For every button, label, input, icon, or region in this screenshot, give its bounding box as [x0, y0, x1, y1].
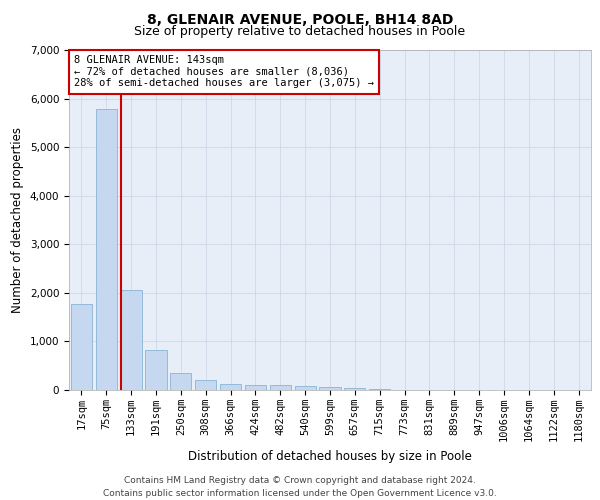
- Bar: [96, 110, 117, 390]
- Bar: [319, 388, 341, 390]
- X-axis label: Distribution of detached houses by size in Poole: Distribution of detached houses by size …: [188, 450, 472, 462]
- Text: Contains HM Land Registry data © Crown copyright and database right 2024.
Contai: Contains HM Land Registry data © Crown c…: [103, 476, 497, 498]
- Y-axis label: Number of detached properties: Number of detached properties: [11, 127, 24, 313]
- Text: Size of property relative to detached houses in Poole: Size of property relative to detached ho…: [134, 25, 466, 38]
- Bar: [270, 386, 291, 390]
- Bar: [145, 350, 167, 390]
- Bar: [71, 304, 92, 390]
- Text: 8, GLENAIR AVENUE, POOLE, BH14 8AD: 8, GLENAIR AVENUE, POOLE, BH14 8AD: [147, 12, 453, 26]
- Bar: [121, 290, 142, 390]
- Bar: [369, 388, 390, 390]
- Bar: [245, 385, 266, 390]
- Bar: [295, 386, 316, 390]
- Text: 8 GLENAIR AVENUE: 143sqm
← 72% of detached houses are smaller (8,036)
28% of sem: 8 GLENAIR AVENUE: 143sqm ← 72% of detach…: [74, 55, 374, 88]
- Bar: [220, 384, 241, 390]
- Bar: [195, 380, 216, 390]
- Bar: [344, 388, 365, 390]
- Bar: [170, 372, 191, 390]
